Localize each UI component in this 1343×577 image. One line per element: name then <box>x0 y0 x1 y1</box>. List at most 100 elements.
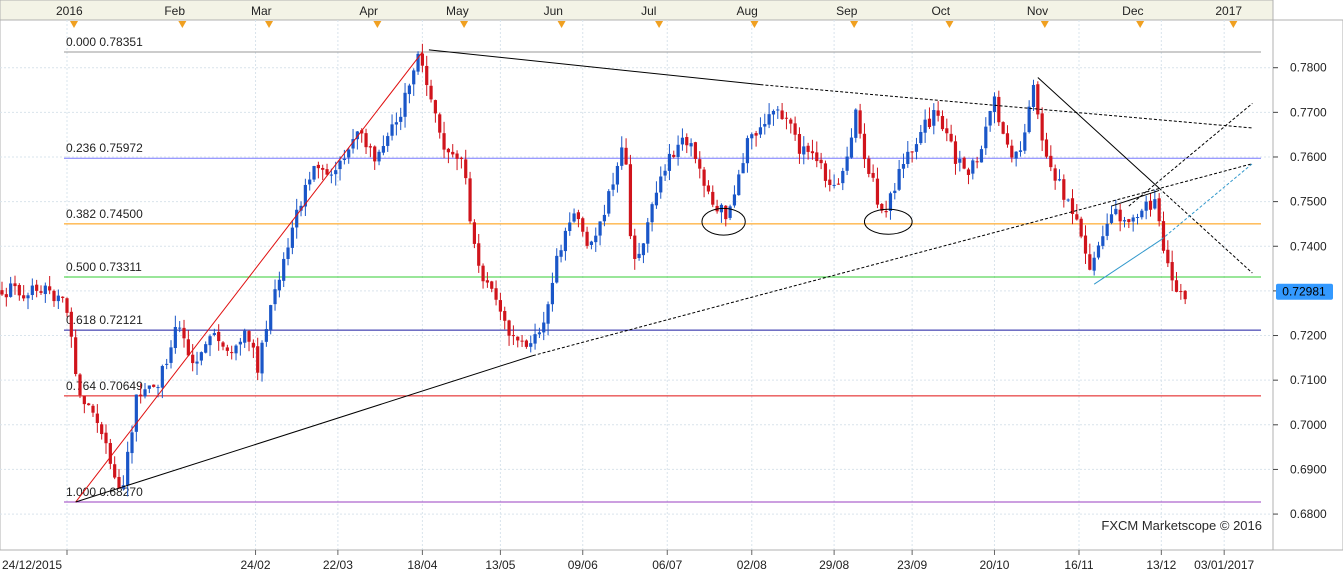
candle-body <box>4 294 8 298</box>
trendlines <box>75 49 1253 503</box>
candle-body <box>425 65 429 86</box>
candle-body <box>858 110 862 134</box>
month-label: Jul <box>641 4 656 18</box>
candle-body <box>845 156 849 171</box>
candle-body <box>663 170 667 176</box>
candle-body <box>269 305 273 330</box>
candle-body <box>472 222 476 244</box>
candle-body <box>871 172 875 178</box>
candle-body <box>576 212 581 220</box>
date-label: 16/11 <box>1064 558 1093 572</box>
candle-body <box>195 361 199 364</box>
candle-body <box>234 345 238 354</box>
candle-body <box>823 163 828 181</box>
candle-body <box>1092 257 1096 271</box>
event-marker-icon <box>460 21 469 28</box>
candle-body <box>221 342 225 347</box>
candle-body <box>516 336 520 341</box>
candle-body <box>676 144 680 157</box>
candle-body <box>199 352 203 361</box>
candle-body <box>568 222 572 232</box>
candle-body <box>724 205 728 220</box>
candle-body <box>927 118 932 128</box>
candle-body <box>1174 280 1179 292</box>
candle-body <box>901 164 906 169</box>
candle-body <box>1049 155 1053 168</box>
candle-body <box>529 343 533 347</box>
candle-body <box>446 148 450 153</box>
candle-body <box>26 295 30 299</box>
candle-body <box>143 389 147 397</box>
candle-body <box>607 191 611 214</box>
candle-body <box>542 322 546 333</box>
candle-body <box>650 204 654 223</box>
candle-body <box>0 290 4 295</box>
candle-body <box>48 286 52 291</box>
candle-body <box>403 92 407 117</box>
candle-body <box>17 284 21 296</box>
candle-body <box>273 289 277 305</box>
candle-body <box>966 169 971 175</box>
candle-body <box>69 311 73 337</box>
candle-body <box>979 149 984 163</box>
trendline <box>75 355 534 503</box>
candle-body <box>767 114 771 125</box>
candle-body <box>485 280 489 283</box>
candle-body <box>165 363 169 365</box>
candle-body <box>22 295 26 299</box>
candle-body <box>503 310 507 321</box>
candle-body <box>932 110 936 126</box>
candle-body <box>329 174 333 176</box>
candle-body <box>429 85 433 100</box>
candle-body <box>737 174 741 196</box>
month-label: Oct <box>931 4 950 18</box>
candle-body <box>386 136 390 146</box>
candle-body <box>940 115 945 130</box>
candle-body <box>854 109 858 138</box>
candle-body <box>763 123 767 127</box>
month-label: Feb <box>164 4 185 18</box>
date-label: 13/12 <box>1146 558 1176 572</box>
candle-body <box>225 347 229 351</box>
candle-body <box>1131 217 1135 222</box>
candle-body <box>962 157 966 169</box>
candle-body <box>134 394 138 432</box>
candle-body <box>56 295 60 302</box>
date-label: 20/10 <box>979 558 1009 572</box>
candle-body <box>1144 201 1148 211</box>
watermark: FXCM Marketscope © 2016 <box>1101 518 1262 533</box>
candle-body <box>468 178 472 222</box>
candle-body <box>828 179 832 185</box>
candle-body <box>1070 198 1075 214</box>
candle-body <box>364 133 368 148</box>
candle-body <box>815 152 819 162</box>
fib-label: 1.000 0.68270 <box>66 485 143 499</box>
fib-label: 0.618 0.72121 <box>66 313 143 327</box>
candle-body <box>277 279 281 291</box>
month-label: 2017 <box>1215 4 1242 18</box>
candle-body <box>862 133 867 160</box>
month-label: Apr <box>359 4 378 18</box>
candle-body <box>104 432 108 444</box>
y-tick-label: 0.7400 <box>1290 239 1327 253</box>
candle-body <box>537 332 542 335</box>
date-label: 23/09 <box>897 558 927 572</box>
candle-body <box>897 168 901 190</box>
candle-body <box>243 330 247 343</box>
candle-body <box>641 243 646 256</box>
candle-body <box>598 221 602 236</box>
candle-body <box>793 123 797 135</box>
candle-body <box>559 250 563 257</box>
candle-body <box>65 298 69 313</box>
candle-body <box>741 163 745 174</box>
candle-body <box>628 164 633 237</box>
candle-body <box>390 124 394 136</box>
candle-body <box>182 327 186 339</box>
candle-body <box>282 258 286 281</box>
candle-body <box>780 110 784 120</box>
candle-body <box>368 146 372 148</box>
candle-body <box>52 290 56 302</box>
y-tick-label: 0.7600 <box>1290 150 1327 164</box>
candle-body <box>646 222 650 244</box>
